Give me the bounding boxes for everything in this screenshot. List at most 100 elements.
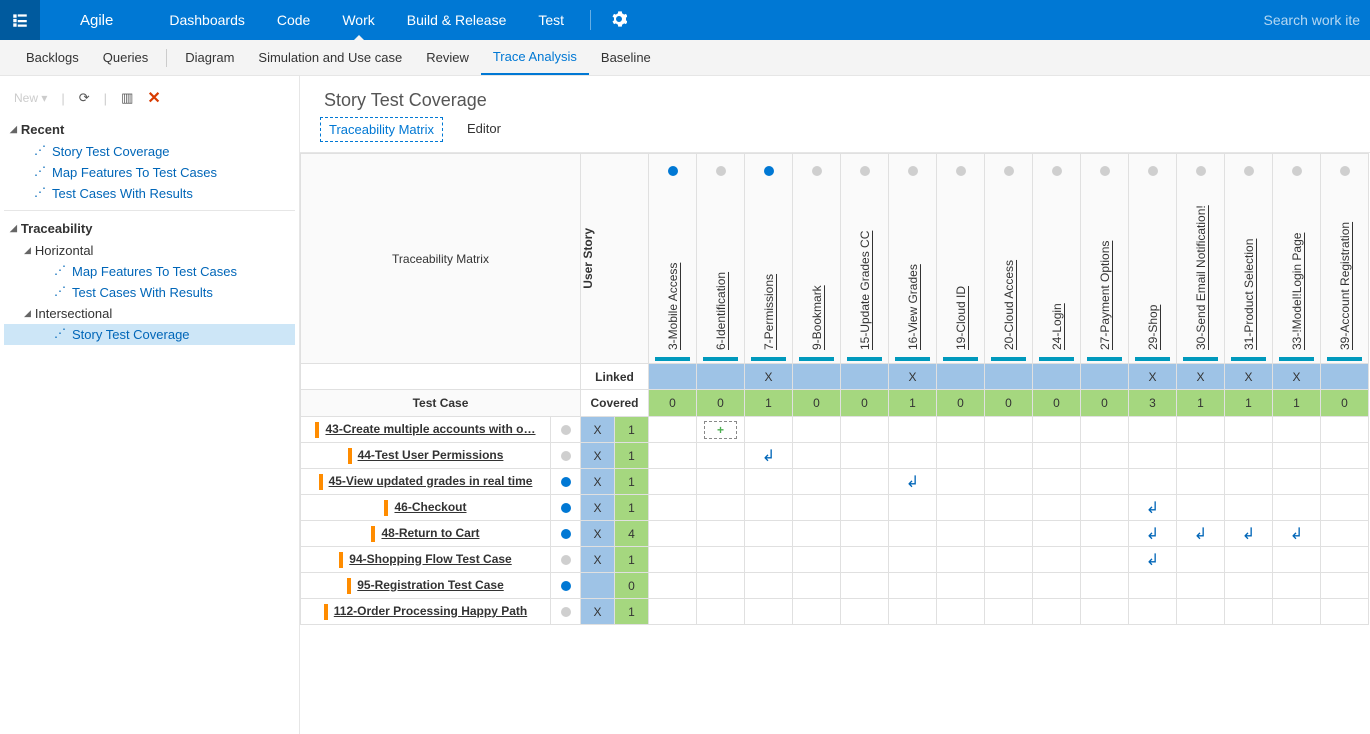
- matrix-cell[interactable]: [745, 599, 793, 625]
- matrix-cell[interactable]: [1081, 521, 1129, 547]
- matrix-cell[interactable]: [649, 547, 697, 573]
- matrix-cell[interactable]: [841, 573, 889, 599]
- project-name[interactable]: Agile: [40, 12, 153, 29]
- matrix-cell[interactable]: [1129, 443, 1177, 469]
- matrix-cell[interactable]: [1081, 573, 1129, 599]
- matrix-cell[interactable]: [1273, 469, 1321, 495]
- traceability-group[interactable]: ◢Traceability: [4, 217, 295, 240]
- matrix-cell[interactable]: [649, 521, 697, 547]
- tab-editor[interactable]: Editor: [459, 117, 509, 142]
- matrix-cell[interactable]: [889, 521, 937, 547]
- matrix-cell[interactable]: [1033, 417, 1081, 443]
- matrix-cell[interactable]: [1273, 547, 1321, 573]
- tree-item[interactable]: Test Cases With Results: [4, 183, 295, 204]
- horizontal-group[interactable]: ◢Horizontal: [4, 240, 295, 261]
- matrix-cell[interactable]: [1033, 469, 1081, 495]
- subnav-baseline[interactable]: Baseline: [589, 40, 663, 75]
- subnav-backlogs[interactable]: Backlogs: [14, 40, 91, 75]
- matrix-cell[interactable]: [1225, 469, 1273, 495]
- matrix-cell[interactable]: [697, 599, 745, 625]
- nav-work[interactable]: Work: [326, 0, 390, 40]
- tree-item[interactable]: Test Cases With Results: [4, 282, 295, 303]
- matrix-cell[interactable]: [985, 599, 1033, 625]
- matrix-cell[interactable]: [1225, 495, 1273, 521]
- matrix-cell[interactable]: [1177, 469, 1225, 495]
- test-case-row[interactable]: 45-View updated grades in real time: [301, 469, 551, 495]
- matrix-cell[interactable]: [1129, 573, 1177, 599]
- nav-code[interactable]: Code: [261, 0, 326, 40]
- app-logo[interactable]: [0, 0, 40, 40]
- matrix-cell[interactable]: [649, 495, 697, 521]
- tree-item[interactable]: Map Features To Test Cases: [4, 261, 295, 282]
- tree-item[interactable]: Story Test Coverage: [4, 141, 295, 162]
- matrix-cell[interactable]: [985, 547, 1033, 573]
- matrix-cell[interactable]: [889, 417, 937, 443]
- matrix-cell[interactable]: [1321, 599, 1369, 625]
- close-icon[interactable]: ✕: [147, 88, 160, 108]
- matrix-cell[interactable]: [889, 547, 937, 573]
- refresh-icon[interactable]: ⟳: [79, 90, 90, 106]
- matrix-cell[interactable]: [1033, 573, 1081, 599]
- matrix-cell[interactable]: [793, 573, 841, 599]
- matrix-cell[interactable]: [649, 417, 697, 443]
- matrix-cell[interactable]: [937, 521, 985, 547]
- matrix-cell[interactable]: [985, 573, 1033, 599]
- matrix-cell[interactable]: [985, 521, 1033, 547]
- matrix-cell[interactable]: [697, 443, 745, 469]
- matrix-cell[interactable]: [1081, 547, 1129, 573]
- matrix-cell[interactable]: [745, 417, 793, 443]
- matrix-cell[interactable]: [889, 495, 937, 521]
- matrix-cell[interactable]: [1129, 469, 1177, 495]
- matrix-cell[interactable]: [1273, 599, 1321, 625]
- matrix-cell[interactable]: [649, 573, 697, 599]
- matrix-cell[interactable]: [793, 443, 841, 469]
- matrix-cell[interactable]: [985, 469, 1033, 495]
- matrix-cell[interactable]: [793, 599, 841, 625]
- matrix-cell[interactable]: [1273, 443, 1321, 469]
- matrix-cell[interactable]: [1321, 417, 1369, 443]
- matrix-cell[interactable]: [841, 495, 889, 521]
- link-arrow-icon[interactable]: ↲: [1194, 526, 1207, 543]
- matrix-cell[interactable]: ↲: [745, 443, 793, 469]
- column-header[interactable]: 7-Permissions: [745, 154, 793, 364]
- subnav-trace-analysis[interactable]: Trace Analysis: [481, 40, 589, 75]
- matrix-cell[interactable]: [985, 417, 1033, 443]
- matrix-cell[interactable]: [1273, 573, 1321, 599]
- matrix-cell[interactable]: [889, 599, 937, 625]
- matrix-cell[interactable]: [1033, 547, 1081, 573]
- link-arrow-icon[interactable]: ↲: [762, 448, 775, 465]
- matrix-cell[interactable]: [1321, 495, 1369, 521]
- matrix-cell[interactable]: [1081, 599, 1129, 625]
- add-link-icon[interactable]: +: [704, 421, 737, 439]
- matrix-cell[interactable]: [1273, 495, 1321, 521]
- matrix-cell[interactable]: [841, 469, 889, 495]
- test-case-row[interactable]: 95-Registration Test Case: [301, 573, 551, 599]
- matrix-cell[interactable]: [793, 495, 841, 521]
- matrix-cell[interactable]: [1273, 417, 1321, 443]
- nav-build-release[interactable]: Build & Release: [391, 0, 523, 40]
- matrix-cell[interactable]: ↲: [1273, 521, 1321, 547]
- matrix-cell[interactable]: [697, 573, 745, 599]
- link-arrow-icon[interactable]: ↲: [1146, 500, 1159, 517]
- matrix-cell[interactable]: [793, 417, 841, 443]
- link-arrow-icon[interactable]: ↲: [906, 474, 919, 491]
- matrix-cell[interactable]: [649, 599, 697, 625]
- matrix-cell[interactable]: [697, 469, 745, 495]
- matrix-cell[interactable]: [745, 469, 793, 495]
- column-header[interactable]: 27-Payment Options: [1081, 154, 1129, 364]
- matrix-cell[interactable]: [1177, 495, 1225, 521]
- matrix-cell[interactable]: ↲: [1225, 521, 1273, 547]
- matrix-cell[interactable]: [1321, 469, 1369, 495]
- matrix-cell[interactable]: [793, 469, 841, 495]
- matrix-cell[interactable]: [985, 443, 1033, 469]
- matrix-cell[interactable]: [745, 573, 793, 599]
- matrix-cell[interactable]: [937, 547, 985, 573]
- matrix-cell[interactable]: ↲: [1129, 521, 1177, 547]
- link-arrow-icon[interactable]: ↲: [1146, 552, 1159, 569]
- matrix-cell[interactable]: [1129, 599, 1177, 625]
- matrix-cell[interactable]: [841, 417, 889, 443]
- test-case-row[interactable]: 94-Shopping Flow Test Case: [301, 547, 551, 573]
- matrix-cell[interactable]: [1225, 443, 1273, 469]
- matrix-cell[interactable]: +: [697, 417, 745, 443]
- matrix-cell[interactable]: ↲: [889, 469, 937, 495]
